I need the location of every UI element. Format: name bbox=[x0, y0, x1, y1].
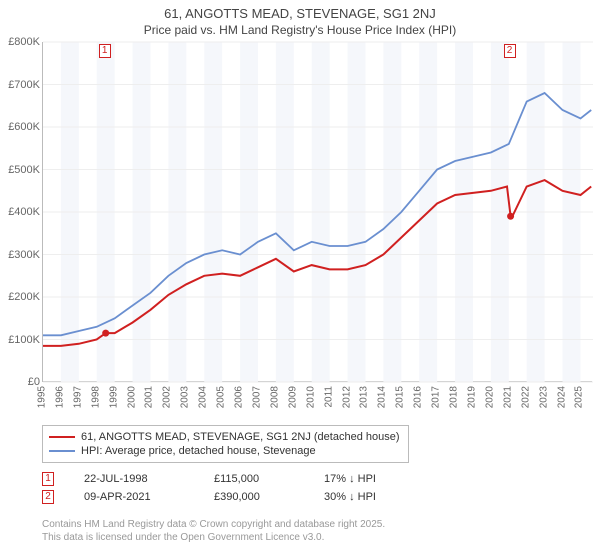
sales-table: 1 22-JUL-1998 £115,000 17% ↓ HPI 2 09-APR-202… bbox=[42, 470, 414, 506]
legend-row: HPI: Average price, detached house, Stev… bbox=[49, 444, 400, 458]
sales-row-pct: 17% ↓ HPI bbox=[324, 473, 414, 485]
x-tick-label: 2000 bbox=[126, 386, 137, 408]
y-tick-label: £200K bbox=[8, 291, 40, 303]
y-tick-label: £700K bbox=[8, 79, 40, 91]
title-line-1: 61, ANGOTTS MEAD, STEVENAGE, SG1 2NJ bbox=[0, 0, 600, 21]
sales-row: 1 22-JUL-1998 £115,000 17% ↓ HPI bbox=[42, 470, 414, 488]
x-tick-label: 2004 bbox=[198, 386, 209, 408]
footer-attribution: Contains HM Land Registry data © Crown c… bbox=[42, 518, 385, 544]
sale-marker-1: 1 bbox=[99, 44, 111, 58]
legend-label: HPI: Average price, detached house, Stev… bbox=[81, 445, 316, 457]
sale-marker-2: 2 bbox=[504, 44, 516, 58]
x-tick-label: 1997 bbox=[72, 386, 83, 408]
sales-row-date: 09-APR-2021 bbox=[84, 491, 184, 503]
x-tick-label: 2021 bbox=[502, 386, 513, 408]
x-tick-label: 2011 bbox=[323, 386, 334, 408]
x-tick-label: 2024 bbox=[556, 386, 567, 408]
x-tick-label: 2013 bbox=[359, 386, 370, 408]
x-tick-label: 2008 bbox=[269, 386, 280, 408]
sales-row-date: 22-JUL-1998 bbox=[84, 473, 184, 485]
x-tick-label: 2020 bbox=[484, 386, 495, 408]
x-tick-label: 2001 bbox=[144, 386, 155, 408]
x-axis: 1995199619971998199920002001200220032004… bbox=[42, 384, 592, 414]
x-tick-label: 1998 bbox=[90, 386, 101, 408]
x-tick-label: 2014 bbox=[377, 386, 388, 408]
legend-swatch bbox=[49, 450, 75, 452]
x-tick-label: 2025 bbox=[574, 386, 585, 408]
y-tick-label: £800K bbox=[8, 36, 40, 48]
x-tick-label: 2006 bbox=[234, 386, 245, 408]
x-tick-label: 1996 bbox=[54, 386, 65, 408]
sales-row-price: £390,000 bbox=[214, 491, 294, 503]
sales-row-price: £115,000 bbox=[214, 473, 294, 485]
x-tick-label: 2022 bbox=[520, 386, 531, 408]
y-tick-label: £400K bbox=[8, 206, 40, 218]
x-tick-label: 2005 bbox=[216, 386, 227, 408]
legend-row: 61, ANGOTTS MEAD, STEVENAGE, SG1 2NJ (de… bbox=[49, 430, 400, 444]
x-tick-label: 2015 bbox=[395, 386, 406, 408]
y-tick-label: £600K bbox=[8, 121, 40, 133]
x-tick-label: 2019 bbox=[466, 386, 477, 408]
legend: 61, ANGOTTS MEAD, STEVENAGE, SG1 2NJ (de… bbox=[42, 425, 409, 463]
x-tick-label: 2016 bbox=[413, 386, 424, 408]
sales-row-marker: 2 bbox=[42, 490, 54, 504]
sales-row: 2 09-APR-2021 £390,000 30% ↓ HPI bbox=[42, 488, 414, 506]
y-axis: £0£100K£200K£300K£400K£500K£600K£700K£80… bbox=[0, 42, 42, 382]
x-tick-label: 2002 bbox=[162, 386, 173, 408]
chart-container: 61, ANGOTTS MEAD, STEVENAGE, SG1 2NJ Pri… bbox=[0, 0, 600, 560]
y-tick-label: £500K bbox=[8, 164, 40, 176]
x-tick-label: 2017 bbox=[431, 386, 442, 408]
plot-area bbox=[42, 42, 592, 382]
x-tick-label: 2007 bbox=[251, 386, 262, 408]
plot-svg bbox=[43, 42, 593, 382]
x-tick-label: 2003 bbox=[180, 386, 191, 408]
x-tick-label: 2023 bbox=[538, 386, 549, 408]
y-tick-label: £100K bbox=[8, 334, 40, 346]
x-tick-label: 1995 bbox=[37, 386, 48, 408]
y-tick-label: £300K bbox=[8, 249, 40, 261]
legend-swatch bbox=[49, 436, 75, 438]
x-tick-label: 2010 bbox=[305, 386, 316, 408]
x-tick-label: 2009 bbox=[287, 386, 298, 408]
footer-line-1: Contains HM Land Registry data © Crown c… bbox=[42, 518, 385, 531]
sales-row-pct: 30% ↓ HPI bbox=[324, 491, 414, 503]
x-tick-label: 2018 bbox=[449, 386, 460, 408]
chart-area: £0£100K£200K£300K£400K£500K£600K£700K£80… bbox=[0, 42, 600, 412]
x-tick-label: 2012 bbox=[341, 386, 352, 408]
legend-label: 61, ANGOTTS MEAD, STEVENAGE, SG1 2NJ (de… bbox=[81, 431, 400, 443]
title-line-2: Price paid vs. HM Land Registry's House … bbox=[0, 21, 600, 37]
footer-line-2: This data is licensed under the Open Gov… bbox=[42, 531, 385, 544]
sales-row-marker: 1 bbox=[42, 472, 54, 486]
x-tick-label: 1999 bbox=[108, 386, 119, 408]
